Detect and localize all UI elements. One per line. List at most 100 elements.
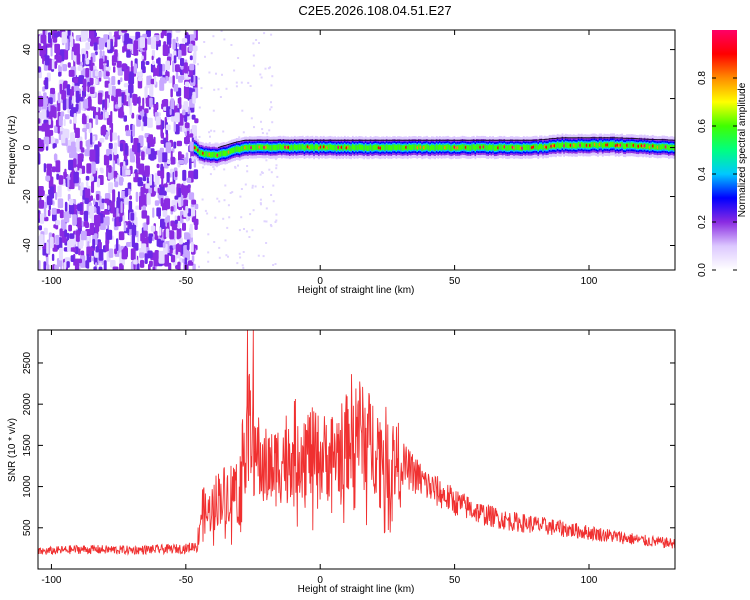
noise-cell <box>210 52 213 55</box>
ridge-cell <box>392 144 394 150</box>
noise-cell <box>251 229 254 232</box>
ridge-cell <box>205 151 207 157</box>
ridge-cell <box>630 142 633 148</box>
noise-cell <box>66 84 71 96</box>
noise-cell <box>254 185 257 188</box>
noise-cell <box>259 73 262 76</box>
noise-cell <box>80 255 86 268</box>
noise-cell <box>164 218 169 223</box>
ridge-cell <box>281 144 283 151</box>
noise-cell <box>79 140 83 150</box>
ridge-cell <box>255 144 257 151</box>
noise-cell <box>177 229 181 239</box>
x-tick-label: 0 <box>317 276 323 287</box>
ridge-cell <box>218 152 220 158</box>
ridge-cell <box>629 142 632 149</box>
noise-cell <box>191 45 198 52</box>
noise-cell <box>141 210 148 219</box>
noise-cell <box>251 186 254 189</box>
noise-cell <box>142 66 146 74</box>
ridge-cell <box>493 145 496 151</box>
noise-cell <box>108 248 114 258</box>
noise-cell <box>161 30 165 37</box>
ridge-cell <box>214 152 217 158</box>
ridge-cell <box>239 146 241 153</box>
noise-cell <box>218 200 221 203</box>
noise-cell <box>113 170 118 178</box>
noise-cell <box>85 67 90 78</box>
noise-cell <box>270 106 273 109</box>
colorbar-ticks: 0.0 0.2 0.4 0.6 0.8 <box>697 71 737 277</box>
noise-cell <box>233 69 236 72</box>
ridge-cell <box>361 144 364 151</box>
noise-cell <box>96 206 100 215</box>
figure-title: C2E5.2026.108.04.51.E27 <box>298 3 451 18</box>
noise-cell <box>249 213 252 216</box>
noise-cell <box>275 167 278 170</box>
ridge-cell <box>659 144 662 150</box>
noise-cell <box>126 43 133 50</box>
noise-cell <box>188 192 195 200</box>
noise-cell <box>121 190 126 198</box>
ridge-cell <box>560 143 562 149</box>
noise-cell <box>52 244 58 252</box>
noise-cell <box>198 265 200 268</box>
noise-cell <box>111 76 116 86</box>
ridge-cell <box>297 144 299 151</box>
noise-cell <box>56 173 60 180</box>
ridge-cell <box>211 152 214 158</box>
ridge-cell <box>624 143 627 149</box>
noise-cell <box>197 63 199 66</box>
noise-cell <box>119 263 123 270</box>
noise-cell <box>117 79 121 85</box>
noise-cell <box>275 164 278 167</box>
noise-cell <box>223 38 226 41</box>
noise-cell <box>241 109 244 112</box>
noise-cell <box>180 194 184 207</box>
noise-cell <box>160 163 164 171</box>
noise-cell <box>166 159 171 165</box>
noise-cell <box>78 250 81 256</box>
noise-cell <box>274 221 277 223</box>
noise-cell <box>193 52 197 64</box>
ridge-cell <box>442 144 444 150</box>
noise-cell <box>144 112 147 119</box>
noise-cell <box>141 151 145 161</box>
noise-cell <box>186 177 192 183</box>
noise-cell <box>147 36 151 45</box>
x-tick-label: -100 <box>41 276 61 287</box>
noise-cell <box>267 67 270 70</box>
noise-cell <box>157 187 160 194</box>
noise-cell <box>239 256 242 259</box>
noise-cell <box>60 111 65 117</box>
noise-cell <box>268 129 271 132</box>
ridge-cell <box>501 144 504 151</box>
noise-cell <box>167 248 170 253</box>
noise-cell <box>71 141 76 155</box>
noise-cell <box>173 84 179 92</box>
noise-cell <box>82 78 87 92</box>
noise-cell <box>52 143 56 149</box>
noise-cell <box>213 88 216 91</box>
noise-cell <box>266 132 269 135</box>
noise-cell <box>183 101 189 113</box>
snr-ylabel: SNR (10 * v/v) <box>7 418 18 482</box>
ridge-cell <box>219 151 222 157</box>
noise-cell <box>119 176 124 186</box>
noise-cell <box>93 175 98 182</box>
noise-cell <box>170 254 176 263</box>
ridge-cell <box>305 144 307 150</box>
noise-cell <box>106 229 113 240</box>
noise-cell <box>242 251 245 253</box>
ridge-cell <box>522 144 525 150</box>
x-tick-label: -50 <box>179 575 194 586</box>
noise-cell <box>131 112 135 119</box>
noise-cell <box>78 185 81 191</box>
noise-cell <box>270 101 272 104</box>
noise-cell <box>89 77 94 85</box>
noise-cell <box>275 219 278 222</box>
noise-cell <box>164 198 171 210</box>
noise-cell <box>57 92 61 104</box>
noise-cell <box>153 254 159 267</box>
x-tick-label: 50 <box>449 276 461 287</box>
